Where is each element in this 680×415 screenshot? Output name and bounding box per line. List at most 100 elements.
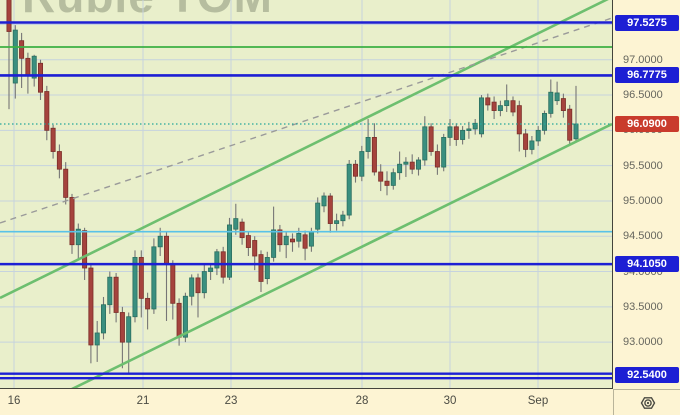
candle-down bbox=[19, 40, 25, 59]
candle-down bbox=[239, 221, 245, 239]
price-badge: 96.7775 bbox=[615, 67, 679, 84]
candle-up bbox=[441, 137, 447, 168]
candle-up bbox=[264, 257, 270, 280]
candle-down bbox=[69, 197, 75, 246]
time-tick-label: 21 bbox=[136, 395, 150, 407]
candle-down bbox=[245, 235, 251, 248]
candle-up bbox=[126, 316, 132, 343]
candle-up bbox=[189, 277, 195, 297]
candle-up bbox=[296, 233, 302, 242]
candle-down bbox=[352, 163, 358, 177]
candle-down bbox=[56, 151, 62, 170]
candle-down bbox=[491, 101, 497, 111]
candle-down bbox=[560, 98, 566, 111]
candle-up bbox=[12, 29, 18, 84]
candle-up bbox=[535, 129, 541, 142]
candle-down bbox=[327, 195, 333, 224]
price-badge: 97.5275 bbox=[615, 14, 679, 31]
candle-up bbox=[422, 126, 428, 161]
candle-up bbox=[472, 122, 478, 130]
candle-up bbox=[308, 231, 314, 247]
candle-up bbox=[214, 251, 220, 269]
axis-corner bbox=[613, 389, 680, 415]
candle-up bbox=[132, 257, 138, 318]
candle-down bbox=[289, 238, 295, 243]
candle-up bbox=[340, 214, 346, 222]
candle-down bbox=[163, 235, 169, 265]
candle-up bbox=[390, 172, 396, 186]
price-badge: 92.5400 bbox=[615, 366, 679, 383]
candle-up bbox=[529, 140, 535, 150]
candle-up bbox=[497, 105, 503, 111]
price-badge: 94.1050 bbox=[615, 256, 679, 273]
candle-up bbox=[548, 91, 554, 114]
candle-down bbox=[252, 240, 258, 257]
channel-upper bbox=[0, 0, 609, 300]
candle-down bbox=[145, 297, 151, 310]
candle-up bbox=[415, 159, 421, 170]
candle-up bbox=[226, 224, 232, 278]
price-badge: 96.0900 bbox=[615, 115, 679, 132]
candle-down bbox=[428, 126, 434, 152]
candle-up bbox=[107, 276, 113, 306]
candle-up bbox=[283, 235, 289, 246]
candle-down bbox=[195, 277, 201, 294]
candle-down bbox=[384, 180, 390, 186]
candle-down bbox=[258, 254, 264, 282]
candle-down bbox=[516, 105, 522, 135]
candle-up bbox=[542, 112, 548, 131]
candle-up bbox=[208, 267, 214, 272]
candle-down bbox=[302, 234, 308, 249]
candle-up bbox=[466, 128, 472, 131]
settings-icon[interactable] bbox=[639, 394, 657, 412]
candle-up bbox=[151, 246, 157, 310]
time-tick-label: 28 bbox=[355, 395, 369, 407]
candle-up bbox=[201, 271, 207, 294]
dashed-trendline bbox=[0, 17, 612, 224]
price-tick-label: 97.0000 bbox=[623, 53, 663, 66]
candle-down bbox=[453, 126, 459, 140]
candle-up bbox=[554, 92, 560, 102]
candle-down bbox=[567, 108, 573, 141]
candle-up bbox=[315, 202, 321, 230]
candle-up bbox=[365, 137, 371, 152]
candle-up bbox=[346, 163, 352, 216]
candle-down bbox=[113, 276, 119, 313]
time-axis[interactable]: 16 21 23 28 30 Sep bbox=[0, 389, 613, 415]
candle-down bbox=[176, 302, 182, 338]
candle-up bbox=[271, 229, 277, 258]
candle-down bbox=[485, 97, 491, 106]
candle-up bbox=[94, 332, 100, 346]
price-axis[interactable]: 97.500097.000096.500096.000095.500095.00… bbox=[613, 0, 680, 389]
candle-up bbox=[573, 123, 579, 140]
candle-up bbox=[75, 228, 81, 246]
channel-lower bbox=[71, 122, 612, 388]
candle-up bbox=[233, 218, 239, 230]
candle-down bbox=[6, 0, 12, 32]
candle-down bbox=[138, 257, 144, 299]
candle-down bbox=[378, 171, 384, 182]
candle-down bbox=[119, 312, 125, 343]
candle-up bbox=[397, 163, 403, 174]
candle-up bbox=[359, 151, 365, 177]
time-tick-label: 30 bbox=[443, 395, 457, 407]
candle-down bbox=[277, 229, 283, 246]
time-tick-label: 16 bbox=[7, 395, 21, 407]
time-tick-label: Sep bbox=[527, 395, 549, 407]
price-level-lines bbox=[0, 21, 612, 380]
time-tick-label: 23 bbox=[224, 395, 238, 407]
candle-up bbox=[478, 97, 484, 135]
candle-down bbox=[170, 264, 176, 304]
chart-plot-area[interactable]: Ruble TOM bbox=[0, 0, 613, 389]
price-tick-label: 93.5000 bbox=[623, 300, 663, 313]
candle-up bbox=[31, 55, 37, 79]
candle-up bbox=[157, 235, 163, 248]
price-tick-label: 95.5000 bbox=[623, 159, 663, 172]
price-tick-label: 93.0000 bbox=[623, 336, 663, 349]
candle-down bbox=[510, 100, 516, 113]
candle-down bbox=[44, 91, 50, 131]
candle-down bbox=[25, 57, 31, 77]
candle-down bbox=[434, 151, 440, 168]
candle-down bbox=[82, 230, 88, 269]
